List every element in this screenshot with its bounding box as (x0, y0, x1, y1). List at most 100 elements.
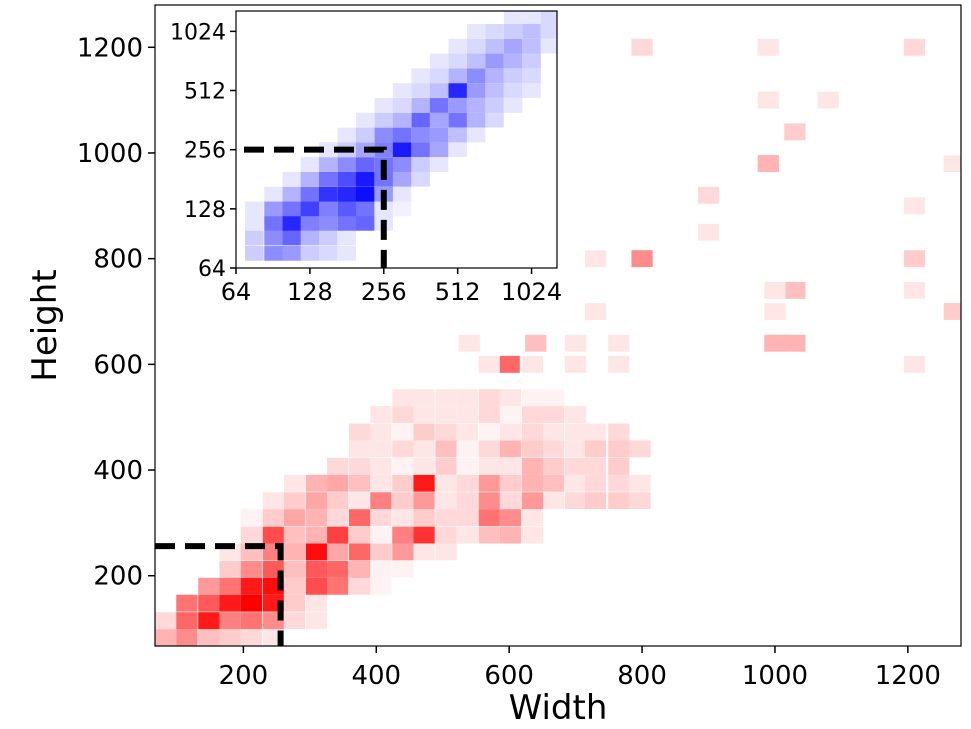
heatmap-cell (413, 406, 435, 423)
inset-heatmap-cell (503, 11, 523, 24)
heatmap-cell (240, 577, 262, 595)
heatmap-cell (903, 197, 926, 215)
heatmap-cell (219, 629, 241, 646)
heatmap-cell (456, 526, 478, 544)
inset-heatmap-cell (300, 230, 320, 246)
inset-heatmap-cell (392, 112, 412, 128)
inset-x-axis: 64 128 256 512 1024 (221, 268, 562, 306)
heatmap-cell (413, 440, 435, 458)
heatmap-cell (349, 577, 371, 595)
heatmap-cell (499, 526, 522, 544)
inset-heatmap-cell (355, 157, 375, 172)
inset-x-tick-label: 64 (221, 278, 252, 306)
inset-heatmap-cell (392, 98, 412, 113)
heatmap-cell (456, 440, 478, 458)
heatmap-cell (240, 594, 262, 612)
heatmap-cell (499, 457, 522, 475)
y-tick-label: 200 (93, 562, 143, 592)
heatmap-cell (608, 423, 630, 441)
heatmap-cell (608, 474, 630, 492)
heatmap-cell (413, 492, 435, 510)
heatmap-cell (240, 560, 262, 578)
heatmap-cell (608, 334, 630, 352)
x-axis-label: Width (509, 688, 608, 728)
y-tick-label: 1000 (77, 139, 143, 169)
inset-heatmap-cell (355, 112, 375, 128)
inset-heatmap-cell (466, 112, 486, 128)
inset-x-tick-label: 128 (287, 278, 333, 306)
heatmap-cell (521, 509, 544, 527)
inset-heatmap-cell (282, 215, 302, 231)
inset-heatmap-cell (448, 98, 467, 113)
heatmap-cell (349, 423, 371, 441)
heatmap-cell (370, 509, 392, 527)
heatmap-cell (584, 474, 607, 492)
heatmap-cell (499, 492, 522, 510)
inset-heatmap-cell (392, 127, 412, 143)
heatmap-cell (327, 577, 349, 595)
inset-heatmap-cell (411, 127, 430, 143)
x-tick-label: 1200 (875, 661, 941, 691)
inset-threshold-dashed-line (244, 146, 387, 268)
heatmap-cell (370, 457, 392, 475)
heatmap-cell (478, 355, 500, 373)
inset-heatmap-cell (429, 112, 449, 128)
heatmap-cell (631, 250, 653, 268)
y-tick-label: 800 (93, 245, 143, 275)
heatmap-cell (564, 440, 587, 458)
heatmap-cell (564, 474, 587, 492)
inset-threshold-box (244, 146, 387, 268)
inset-heatmap-cell (466, 83, 486, 98)
inset-heatmap-cell (522, 53, 541, 69)
heatmap-cell (435, 526, 457, 544)
inset-heatmap-cell (411, 83, 430, 98)
heatmap-cell (584, 457, 607, 475)
inset-heatmap-cell (282, 186, 302, 202)
y-tick-label: 400 (93, 456, 143, 486)
heatmap-cell (413, 543, 435, 561)
heatmap-cell (499, 389, 522, 407)
heatmap-cell (392, 543, 414, 561)
heatmap-cell (943, 155, 961, 172)
inset-heatmap-cell (392, 186, 412, 202)
inset-heatmap-cell (411, 68, 430, 84)
heatmap-cell (478, 474, 500, 492)
inset-heatmap-cell (318, 215, 338, 231)
heatmap-cell (757, 38, 779, 56)
inset-x-tick-label: 512 (435, 278, 481, 306)
inset-x-tick-label: 256 (361, 278, 407, 306)
inset-heatmap-cell (429, 98, 449, 113)
heatmap-cell (392, 474, 414, 492)
heatmap-cell (413, 509, 435, 527)
inset-heatmap-cell (503, 53, 523, 69)
heatmap-cell (435, 457, 457, 475)
threshold-dashed-line (155, 543, 284, 646)
heatmap-cell (219, 560, 241, 578)
heatmap-cell (478, 492, 500, 510)
inset-heatmap-cell (264, 186, 283, 202)
inset-heatmap-cell (245, 215, 264, 231)
heatmap-cell (564, 423, 587, 441)
main-plot-frame (154, 4, 962, 647)
heatmap-cell (764, 281, 786, 299)
heatmap-cell (631, 38, 653, 56)
inset-heatmap-cell (337, 157, 357, 172)
heatmap-cell (584, 303, 607, 320)
inset-y-tick-label: 256 (184, 139, 226, 164)
heatmap-cell (499, 406, 522, 423)
heatmap-cell (349, 457, 371, 475)
heatmap-cell (521, 423, 544, 441)
heatmap-cell (305, 560, 328, 578)
heatmap-cell (757, 91, 779, 109)
inset-heatmap-cell (337, 215, 357, 231)
heatmap-cell (521, 457, 544, 475)
heatmap-cell (327, 560, 349, 578)
heatmap-cell (392, 509, 414, 527)
inset-heatmap-cell (264, 215, 283, 231)
heatmap-cell (543, 440, 565, 458)
heatmap-cell (349, 543, 371, 561)
heatmap-cell (327, 543, 349, 561)
inset-heatmap-cell (522, 68, 541, 84)
x-tick-label: 200 (219, 661, 269, 691)
